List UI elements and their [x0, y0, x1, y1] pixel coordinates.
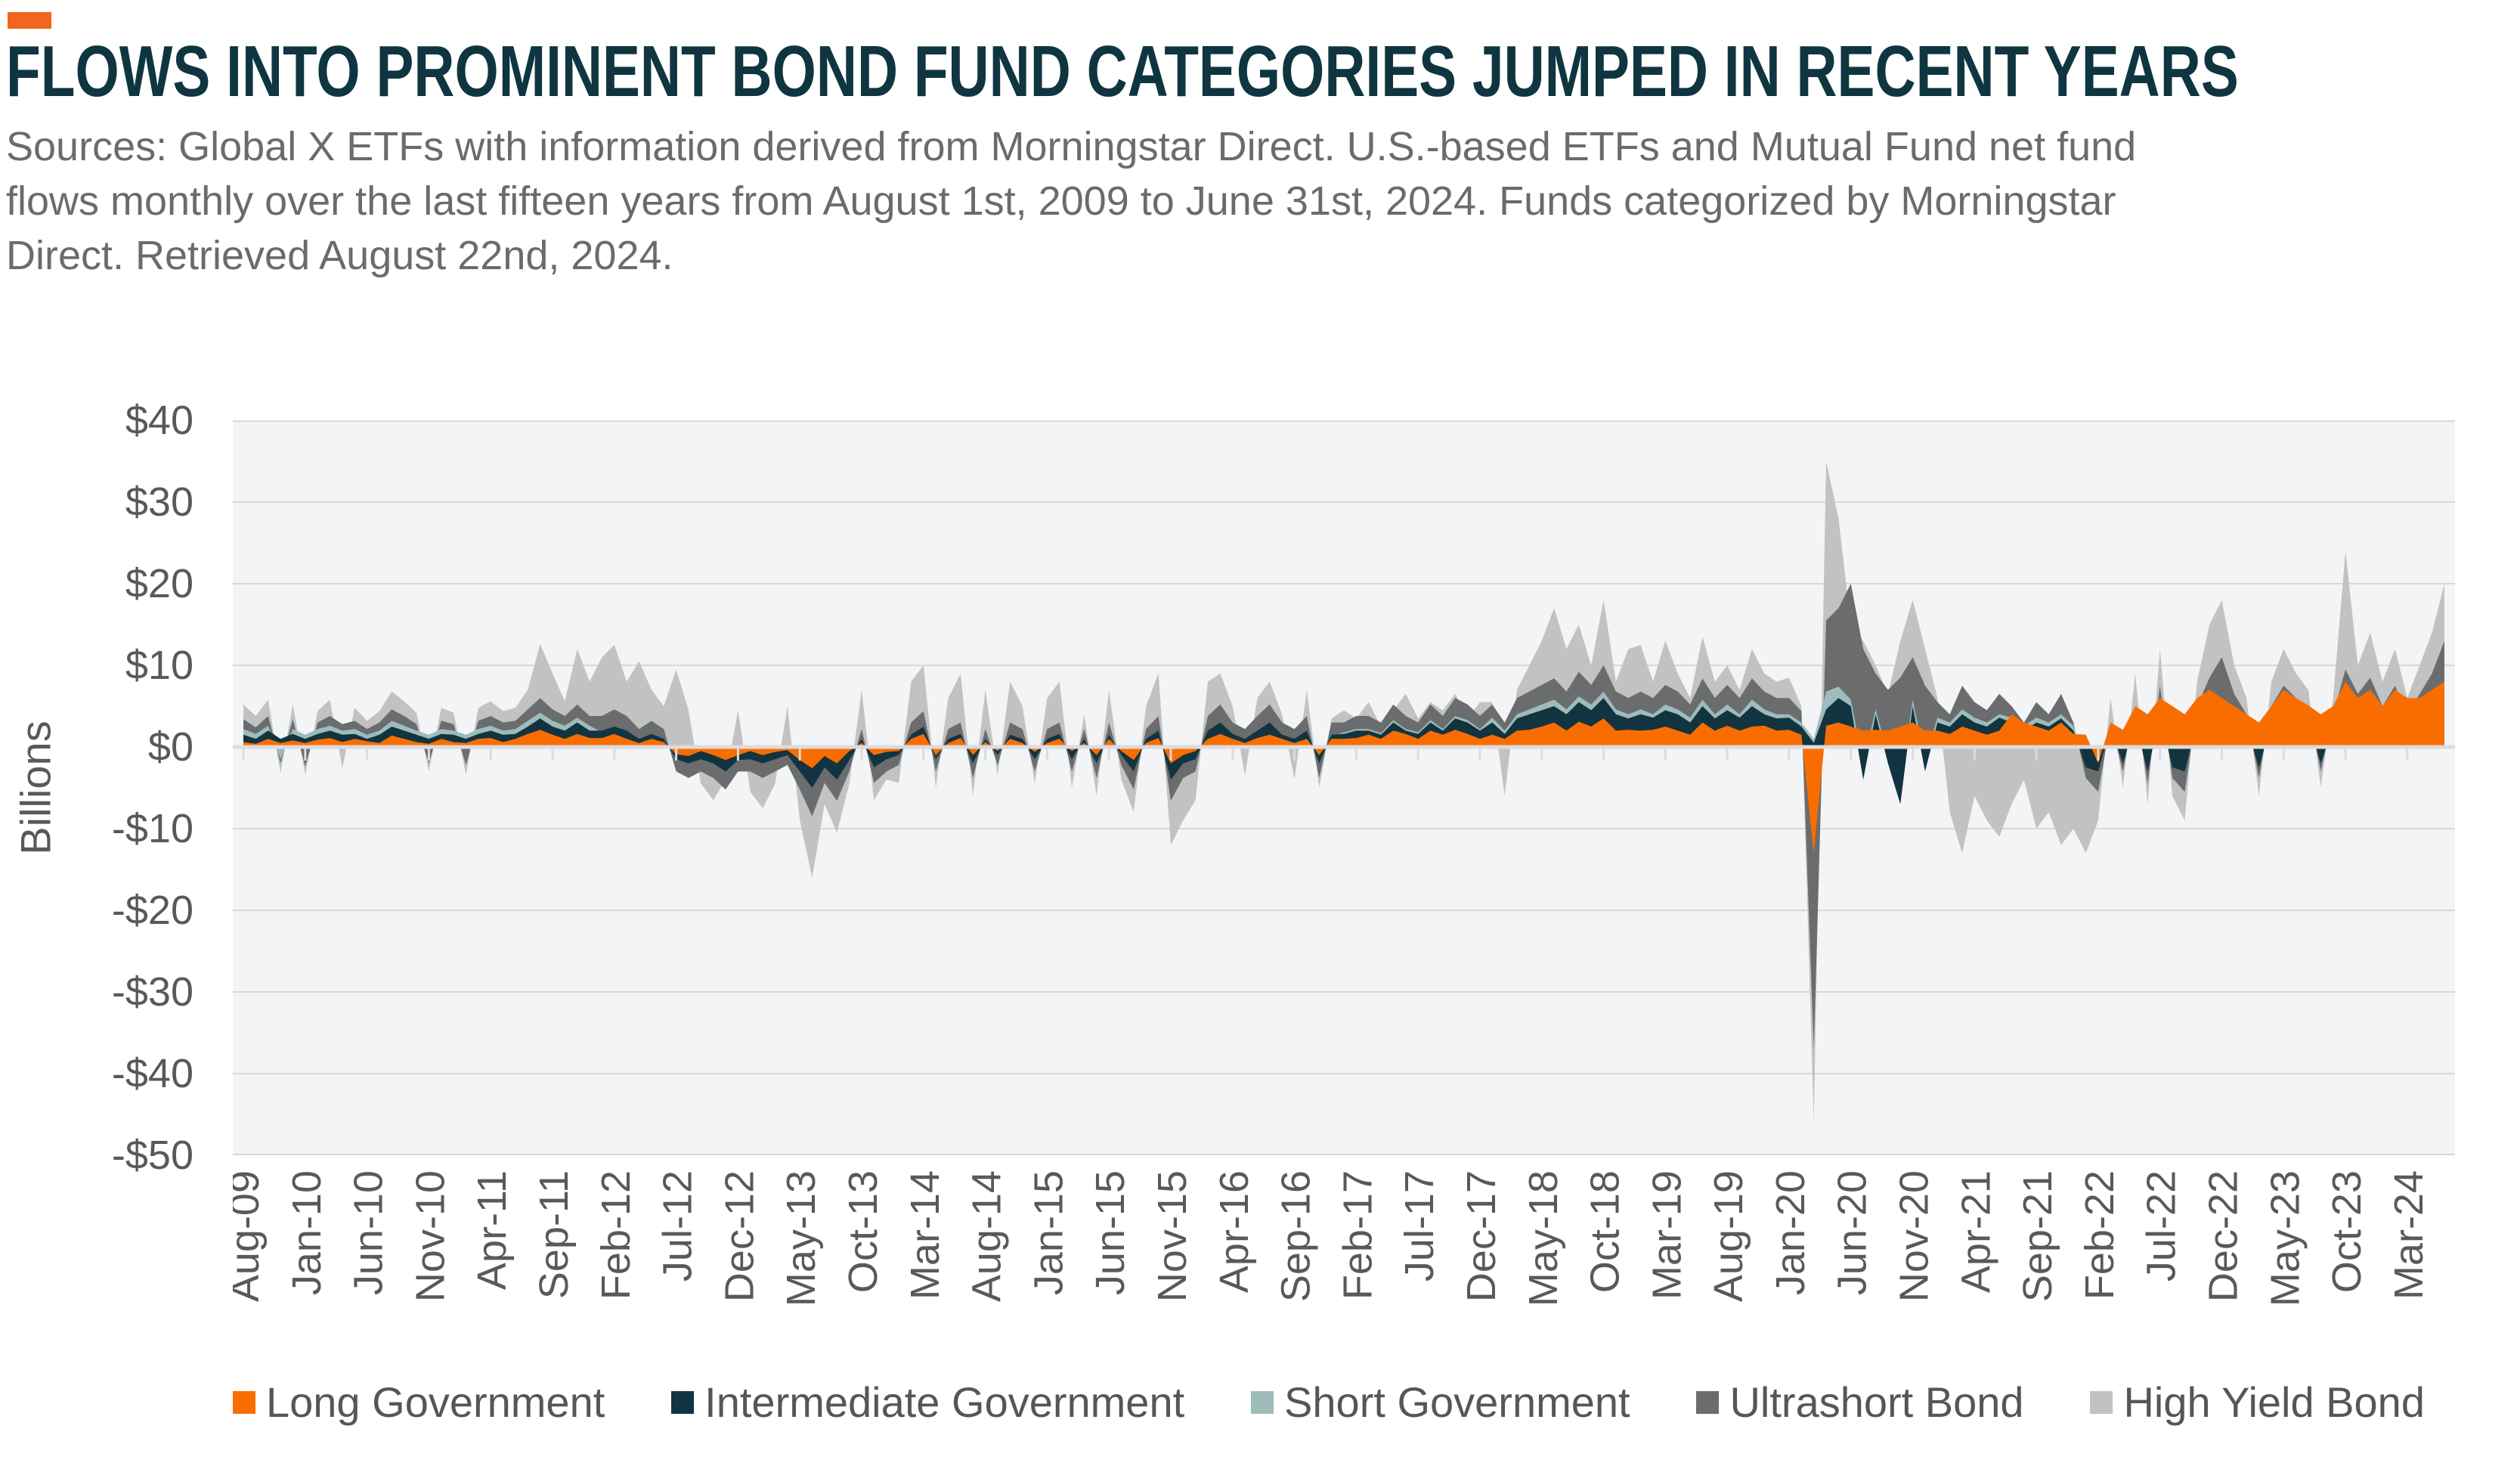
- x-axis-label: Nov-15: [1150, 1170, 1195, 1302]
- y-axis-label: -$10: [111, 806, 193, 851]
- y-axis-label: $20: [125, 561, 193, 606]
- legend-swatch-icon: [233, 1390, 255, 1414]
- page-title: FLOWS INTO PROMINENT BOND FUND CATEGORIE…: [6, 31, 2239, 112]
- accent-bar: [8, 12, 51, 29]
- y-axis-label: $0: [147, 724, 193, 770]
- x-axis-label: Nov-20: [1892, 1170, 1937, 1302]
- legend-item: Intermediate Government: [671, 1378, 1184, 1427]
- x-axis-label: Jun-10: [346, 1170, 392, 1295]
- x-axis-label: Apr-11: [469, 1170, 515, 1290]
- source-line: Direct. Retrieved August 22nd, 2024.: [6, 233, 673, 278]
- x-axis-label: Aug-09: [233, 1170, 268, 1302]
- y-axis-label: -$50: [111, 1133, 193, 1178]
- x-axis-label: Jul-22: [2139, 1170, 2184, 1282]
- legend-swatch-icon: [1251, 1390, 1274, 1414]
- x-axis-label: Jul-17: [1397, 1170, 1442, 1282]
- source-line: flows monthly over the last fifteen year…: [6, 178, 2116, 224]
- x-axis-label: Mar-24: [2386, 1170, 2432, 1300]
- source-line: Sources: Global X ETFs with information …: [6, 124, 2137, 169]
- legend-label: Intermediate Government: [704, 1378, 1185, 1426]
- x-axis-label: Jan-10: [284, 1170, 330, 1295]
- x-axis-label: Sep-11: [531, 1170, 577, 1299]
- x-axis-label: Aug-14: [964, 1170, 1010, 1302]
- x-axis-label: Feb-12: [593, 1170, 639, 1300]
- x-axis-label: Nov-10: [407, 1170, 453, 1302]
- x-axis-label: Jan-20: [1768, 1170, 1813, 1295]
- y-axis-label: $30: [125, 479, 193, 525]
- area-series-high-yield-bond: [243, 461, 2444, 1123]
- y-axis-label: $40: [125, 398, 193, 443]
- x-axis-label: Dec-17: [1459, 1170, 1504, 1302]
- source-note: Sources: Global X ETFs with information …: [6, 119, 2136, 283]
- x-axis-label: Oct-23: [2324, 1170, 2370, 1293]
- x-axis-label: May-13: [779, 1170, 824, 1306]
- flows-area-chart: Aug-09 Jan-10 Jun-10 Nov-10 Apr-11 Sep-11 Feb-…: [233, 420, 2455, 1306]
- x-axis-label: May-18: [1521, 1170, 1566, 1306]
- legend-item: High Yield Bond: [2090, 1378, 2425, 1427]
- x-axis-label: Sep-16: [1274, 1170, 1319, 1302]
- legend-item: Ultrashort Bond: [1696, 1378, 2024, 1427]
- legend-label: Long Government: [266, 1378, 605, 1426]
- x-axis-label: Oct-18: [1583, 1170, 1628, 1293]
- y-axis-label: -$40: [111, 1051, 193, 1096]
- legend-item: Short Government: [1251, 1378, 1630, 1427]
- x-axis-label: Apr-21: [1953, 1170, 1998, 1293]
- chart-legend: Long Government Intermediate Government Sh…: [233, 1378, 2425, 1427]
- legend-swatch-icon: [671, 1390, 695, 1414]
- legend-label: Short Government: [1284, 1378, 1630, 1426]
- x-axis-label: Sep-21: [2015, 1170, 2060, 1302]
- x-axis-label: Jun-20: [1830, 1170, 1875, 1295]
- y-axis-label: -$30: [111, 969, 193, 1015]
- x-axis-label: Oct-13: [841, 1170, 886, 1293]
- y-axis-label: $10: [125, 643, 193, 688]
- x-axis-label: Dec-22: [2201, 1170, 2246, 1302]
- x-axis-label: May-23: [2262, 1170, 2308, 1306]
- y-axis-label: -$20: [111, 888, 193, 933]
- x-axis-label: Dec-12: [717, 1170, 762, 1302]
- x-axis-label: Mar-14: [902, 1170, 948, 1300]
- area-series-ultrashort-bond: [243, 584, 2444, 1049]
- x-axis-label: Feb-17: [1335, 1170, 1380, 1300]
- x-axis-label: Aug-19: [1706, 1170, 1751, 1302]
- x-axis-label: Jan-15: [1026, 1170, 1071, 1295]
- legend-swatch-icon: [1696, 1390, 1720, 1414]
- legend-label: High Yield Bond: [2123, 1378, 2425, 1426]
- x-axis-label: Jun-15: [1088, 1170, 1133, 1295]
- legend-label: Ultrashort Bond: [1729, 1378, 2024, 1426]
- legend-swatch-icon: [2090, 1390, 2113, 1414]
- x-axis-label: Feb-22: [2077, 1170, 2122, 1300]
- x-axis-label: Apr-16: [1212, 1170, 1257, 1293]
- x-axis-label: Mar-19: [1644, 1170, 1689, 1300]
- legend-item: Long Government: [233, 1378, 605, 1427]
- x-axis-label: Jul-12: [655, 1170, 701, 1282]
- plot-background: [233, 420, 2455, 1155]
